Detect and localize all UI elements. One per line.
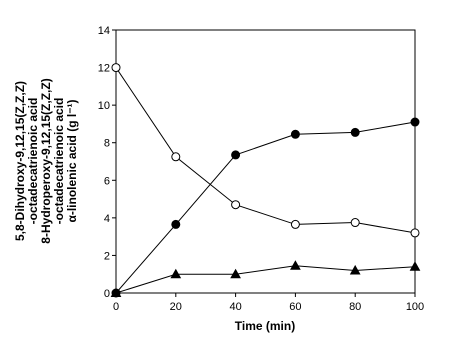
- y-tick-label: 10: [98, 100, 110, 112]
- marker: [409, 261, 421, 271]
- x-tick-label: 80: [349, 301, 361, 313]
- marker: [350, 218, 360, 228]
- y-axis-label: 5,8-Dihydroxy-9,12,15(Z,Z,Z): [13, 81, 27, 241]
- series-line: [115, 265, 416, 294]
- series-line: [115, 67, 416, 234]
- y-axis-label: 8-Hydroperoxy-9,12,15(Z,Z,Z): [39, 78, 53, 243]
- y-tick-label: 8: [104, 138, 110, 150]
- marker: [231, 200, 241, 210]
- marker: [171, 219, 181, 229]
- plot-frame: [115, 29, 416, 294]
- x-axis-label: Time (min): [235, 319, 295, 333]
- y-tick-label: 4: [104, 213, 110, 225]
- series-line: [115, 121, 416, 294]
- marker: [111, 63, 121, 73]
- x-tick-label: 100: [406, 301, 424, 313]
- x-tick-label: 20: [170, 301, 182, 313]
- y-tick-label: 2: [104, 250, 110, 262]
- y-axis-label: α-linolenic acid (g l⁻¹): [65, 99, 79, 222]
- marker: [170, 268, 182, 279]
- marker: [290, 129, 300, 139]
- y-axis-label: -octadecatrienoic acid: [26, 98, 40, 225]
- y-axis-label: -octadecatrienoic acid: [52, 98, 66, 225]
- marker: [171, 152, 181, 162]
- marker: [231, 150, 241, 160]
- y-tick-label: 14: [98, 25, 110, 37]
- y-tick-label: 6: [104, 175, 110, 187]
- marker: [349, 264, 361, 275]
- y-tick-label: 12: [98, 63, 110, 75]
- marker: [410, 117, 420, 127]
- marker: [290, 219, 300, 229]
- marker: [110, 287, 122, 297]
- x-tick-label: 60: [289, 301, 301, 313]
- y-tick-label: 0: [104, 288, 110, 300]
- x-tick-label: 0: [113, 301, 119, 313]
- marker: [350, 127, 360, 137]
- marker: [290, 260, 301, 270]
- marker: [230, 268, 241, 279]
- x-tick-label: 40: [229, 301, 241, 313]
- marker: [410, 228, 420, 238]
